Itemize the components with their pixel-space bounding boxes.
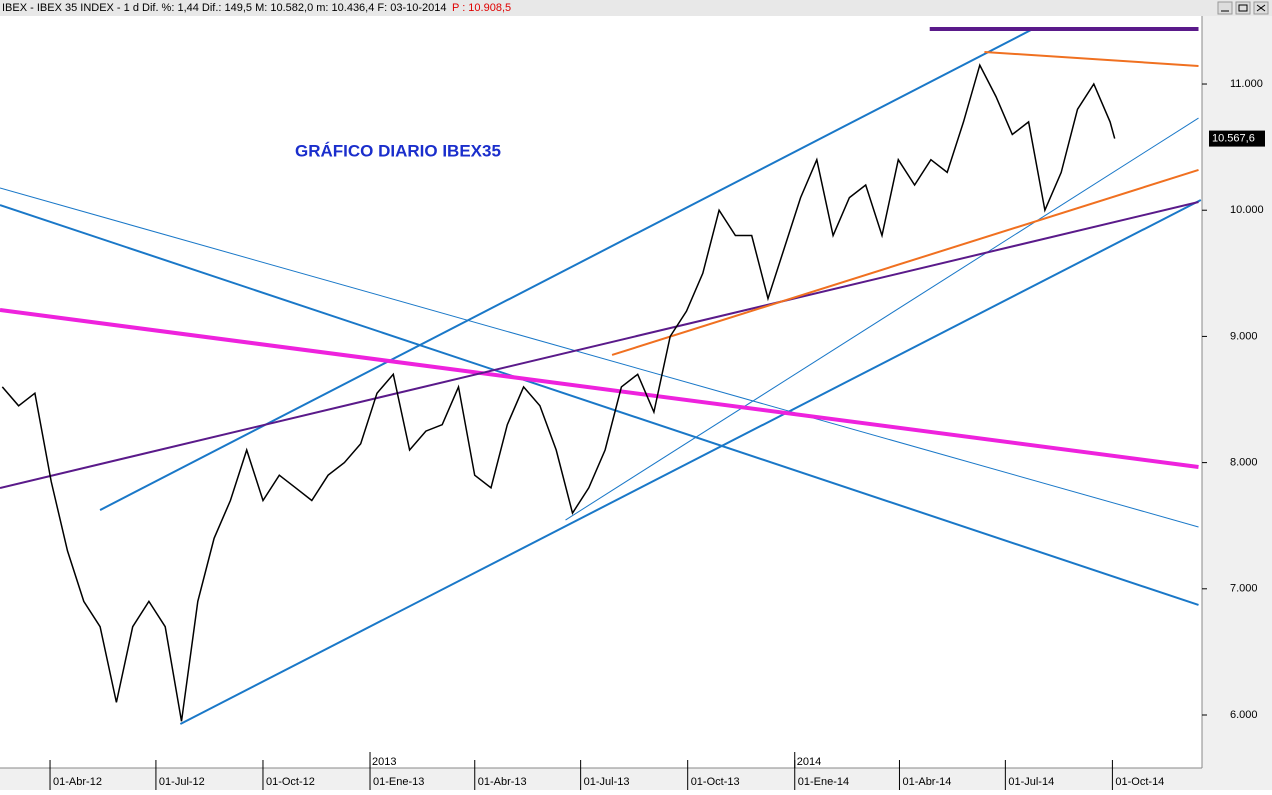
x-tick-label: 01-Oct-14 <box>1115 776 1164 788</box>
x-tick-label: 01-Ene-13 <box>373 776 424 788</box>
x-tick-label: 01-Oct-12 <box>266 776 315 788</box>
y-tick-label: 11.000 <box>1230 78 1263 90</box>
x-tick-label: 01-Abr-12 <box>53 776 102 788</box>
trendline <box>0 201 1199 489</box>
last-price-box <box>1209 130 1265 147</box>
y-tick-label: 6.000 <box>1230 709 1258 721</box>
trendline <box>565 117 1199 521</box>
x-tick-label: 01-Abr-13 <box>478 776 527 788</box>
x-tick-label: 01-Abr-14 <box>902 776 951 788</box>
trendline <box>0 187 1199 528</box>
title-bar <box>0 0 1272 16</box>
x-tick-label: 01-Jul-13 <box>584 776 630 788</box>
window-buttons[interactable] <box>1217 1 1269 15</box>
trendline <box>611 169 1199 356</box>
y-tick-label: 8.000 <box>1230 457 1258 469</box>
header-text: IBEX - IBEX 35 INDEX - 1 d Dif. %: 1,44 … <box>2 2 447 14</box>
trendline <box>0 308 1199 470</box>
year-label: 2014 <box>797 756 821 768</box>
header-price: P : 10.908,5 <box>452 2 511 14</box>
annotation: GRÁFICO DIARIO IBEX35 <box>295 141 501 160</box>
last-price-label: 10.567,6 <box>1212 132 1255 144</box>
x-tick-label: 01-Jul-12 <box>159 776 205 788</box>
trendline <box>0 204 1199 606</box>
year-label: 2013 <box>372 756 396 768</box>
y-tick-label: 9.000 <box>1230 330 1258 342</box>
x-tick-label: 01-Oct-13 <box>691 776 740 788</box>
trendline <box>99 29 1032 511</box>
price-line <box>1 63 1116 722</box>
trendline <box>179 199 1202 725</box>
x-tick-label: 01-Jul-14 <box>1008 776 1054 788</box>
x-tick-label: 01-Ene-14 <box>798 776 849 788</box>
y-tick-label: 7.000 <box>1230 583 1258 595</box>
y-tick-label: 10.000 <box>1230 204 1264 216</box>
x-axis-panel <box>0 768 1202 790</box>
trendline <box>984 50 1199 67</box>
